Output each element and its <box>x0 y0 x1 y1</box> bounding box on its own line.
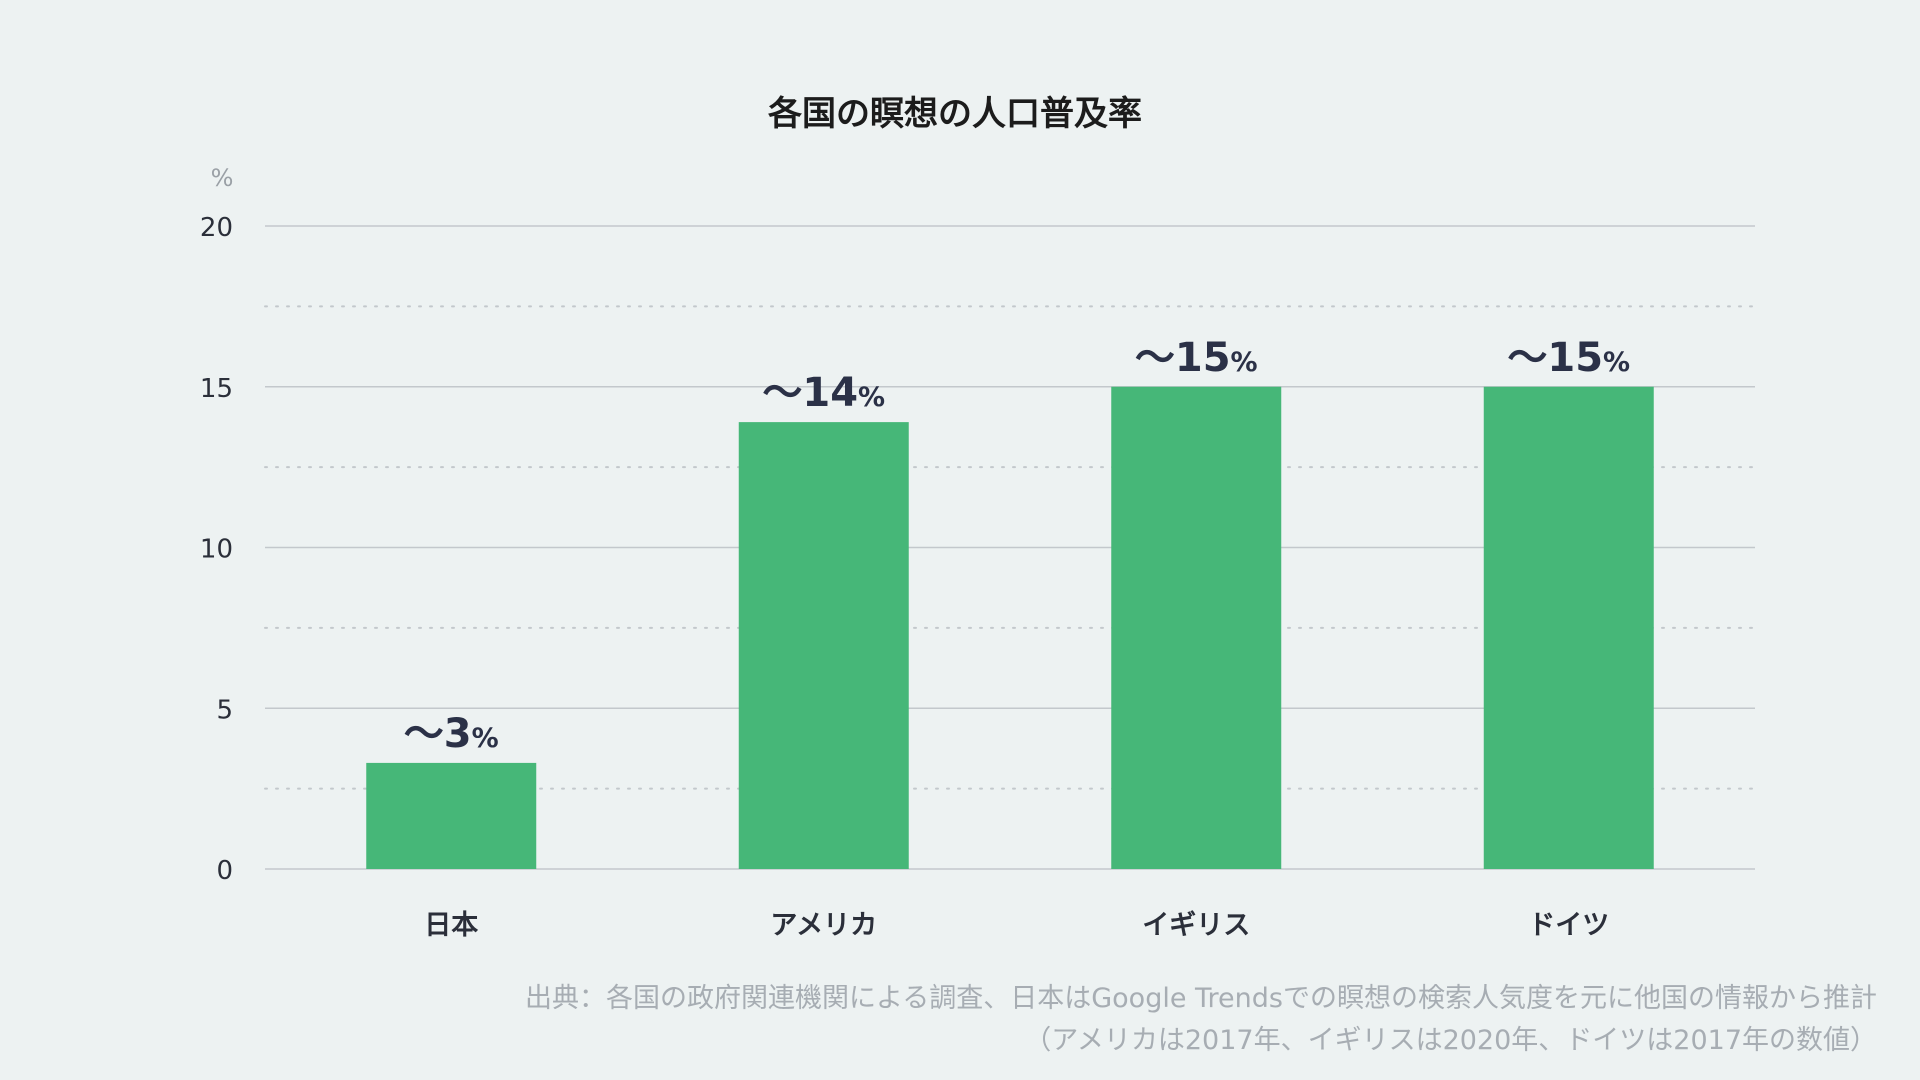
data-label-unit: % <box>858 382 885 413</box>
y-axis-ticks: 0 5 10 15 20 <box>200 213 233 886</box>
data-label: 〜14% <box>762 370 885 416</box>
data-label: 〜15% <box>1135 335 1258 381</box>
data-label-value: 〜3 <box>404 711 472 757</box>
category-label: アメリカ <box>770 910 877 941</box>
y-tick-label: 10 <box>200 535 233 565</box>
bars <box>366 386 1654 869</box>
category-label: ドイツ <box>1528 910 1609 941</box>
data-label: 〜15% <box>1507 335 1630 381</box>
source-note-line-1: 出典：各国の政府関連機関による調査、日本はGoogle Trendsでの瞑想の検… <box>525 983 1877 1014</box>
y-axis-unit-label: % <box>211 164 234 192</box>
y-tick-label: 15 <box>200 374 233 404</box>
bar <box>1111 386 1282 869</box>
source-note: 出典：各国の政府関連機関による調査、日本はGoogle Trendsでの瞑想の検… <box>525 978 1877 1062</box>
data-label-unit: % <box>1603 347 1630 378</box>
data-label: 〜3% <box>404 711 499 757</box>
data-label-unit: % <box>1231 347 1258 378</box>
y-tick-label: 20 <box>200 213 233 243</box>
data-label-value: 〜15 <box>1135 335 1231 381</box>
bar <box>1483 386 1654 869</box>
data-labels: 〜3%〜14%〜15% 〜15% <box>404 335 1630 757</box>
category-label: イギリス <box>1142 910 1250 941</box>
data-label-value: 〜14 <box>762 370 858 416</box>
y-tick-label: 5 <box>216 695 233 725</box>
data-label-unit: % <box>472 723 499 754</box>
bar <box>738 422 909 869</box>
y-tick-label: 0 <box>216 856 233 886</box>
category-label: 日本 <box>424 910 478 941</box>
data-label-value: 〜15 <box>1507 335 1603 381</box>
chart-title: 各国の瞑想の人口普及率 <box>768 94 1142 134</box>
x-axis-categories: 日本 アメリカ イギリス ドイツ <box>424 910 1609 941</box>
source-note-line-2: （アメリカは2017年、イギリスは2020年、ドイツは2017年の数値） <box>1024 1025 1877 1056</box>
bar <box>366 762 537 869</box>
